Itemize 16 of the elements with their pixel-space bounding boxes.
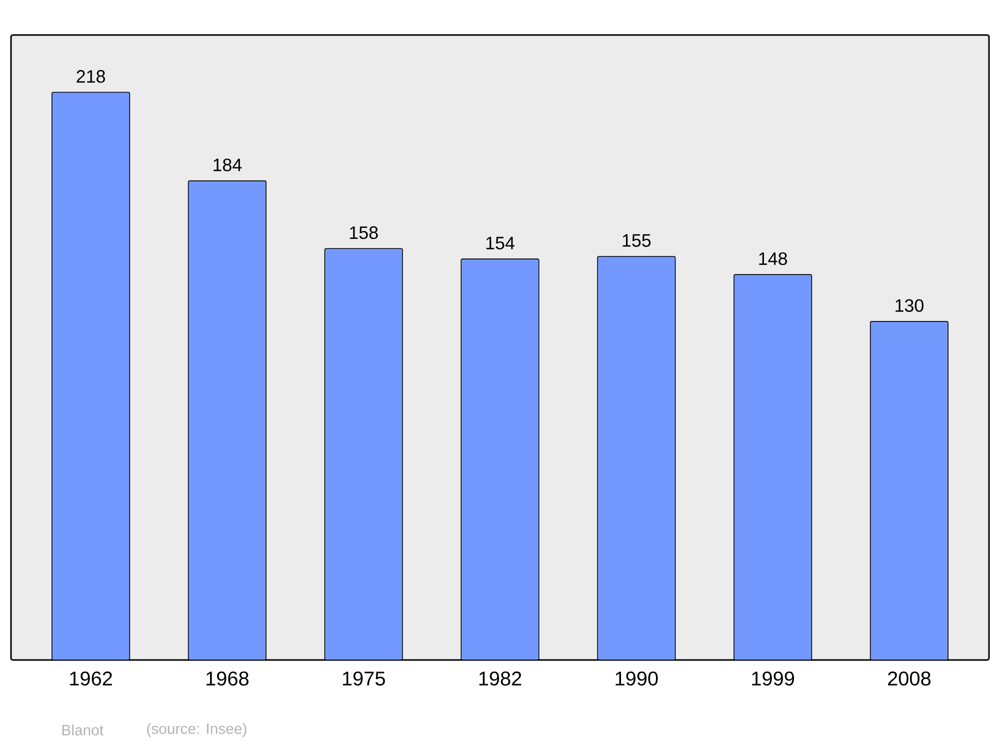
- data-label: 130: [896, 299, 924, 312]
- text: (source: Insee): [147, 723, 246, 737]
- x-tick-label: 2008: [888, 672, 931, 686]
- x-tick-label: 1982: [479, 672, 522, 686]
- x-tick-label: 1990: [616, 672, 658, 686]
- data-label: 148: [759, 252, 787, 266]
- data-label: 154: [486, 236, 514, 250]
- data-label: 218: [76, 70, 105, 83]
- data-label: 158: [350, 226, 378, 240]
- x-tick-label: 1968: [206, 672, 248, 686]
- x-tick-label: 1975: [342, 672, 385, 686]
- data-label: 155: [622, 234, 651, 247]
- x-tick-label: 1999: [752, 672, 794, 686]
- text: Blanot: [62, 724, 104, 736]
- data-label: 184: [214, 158, 242, 172]
- x-tick-label: 1962: [70, 672, 112, 686]
